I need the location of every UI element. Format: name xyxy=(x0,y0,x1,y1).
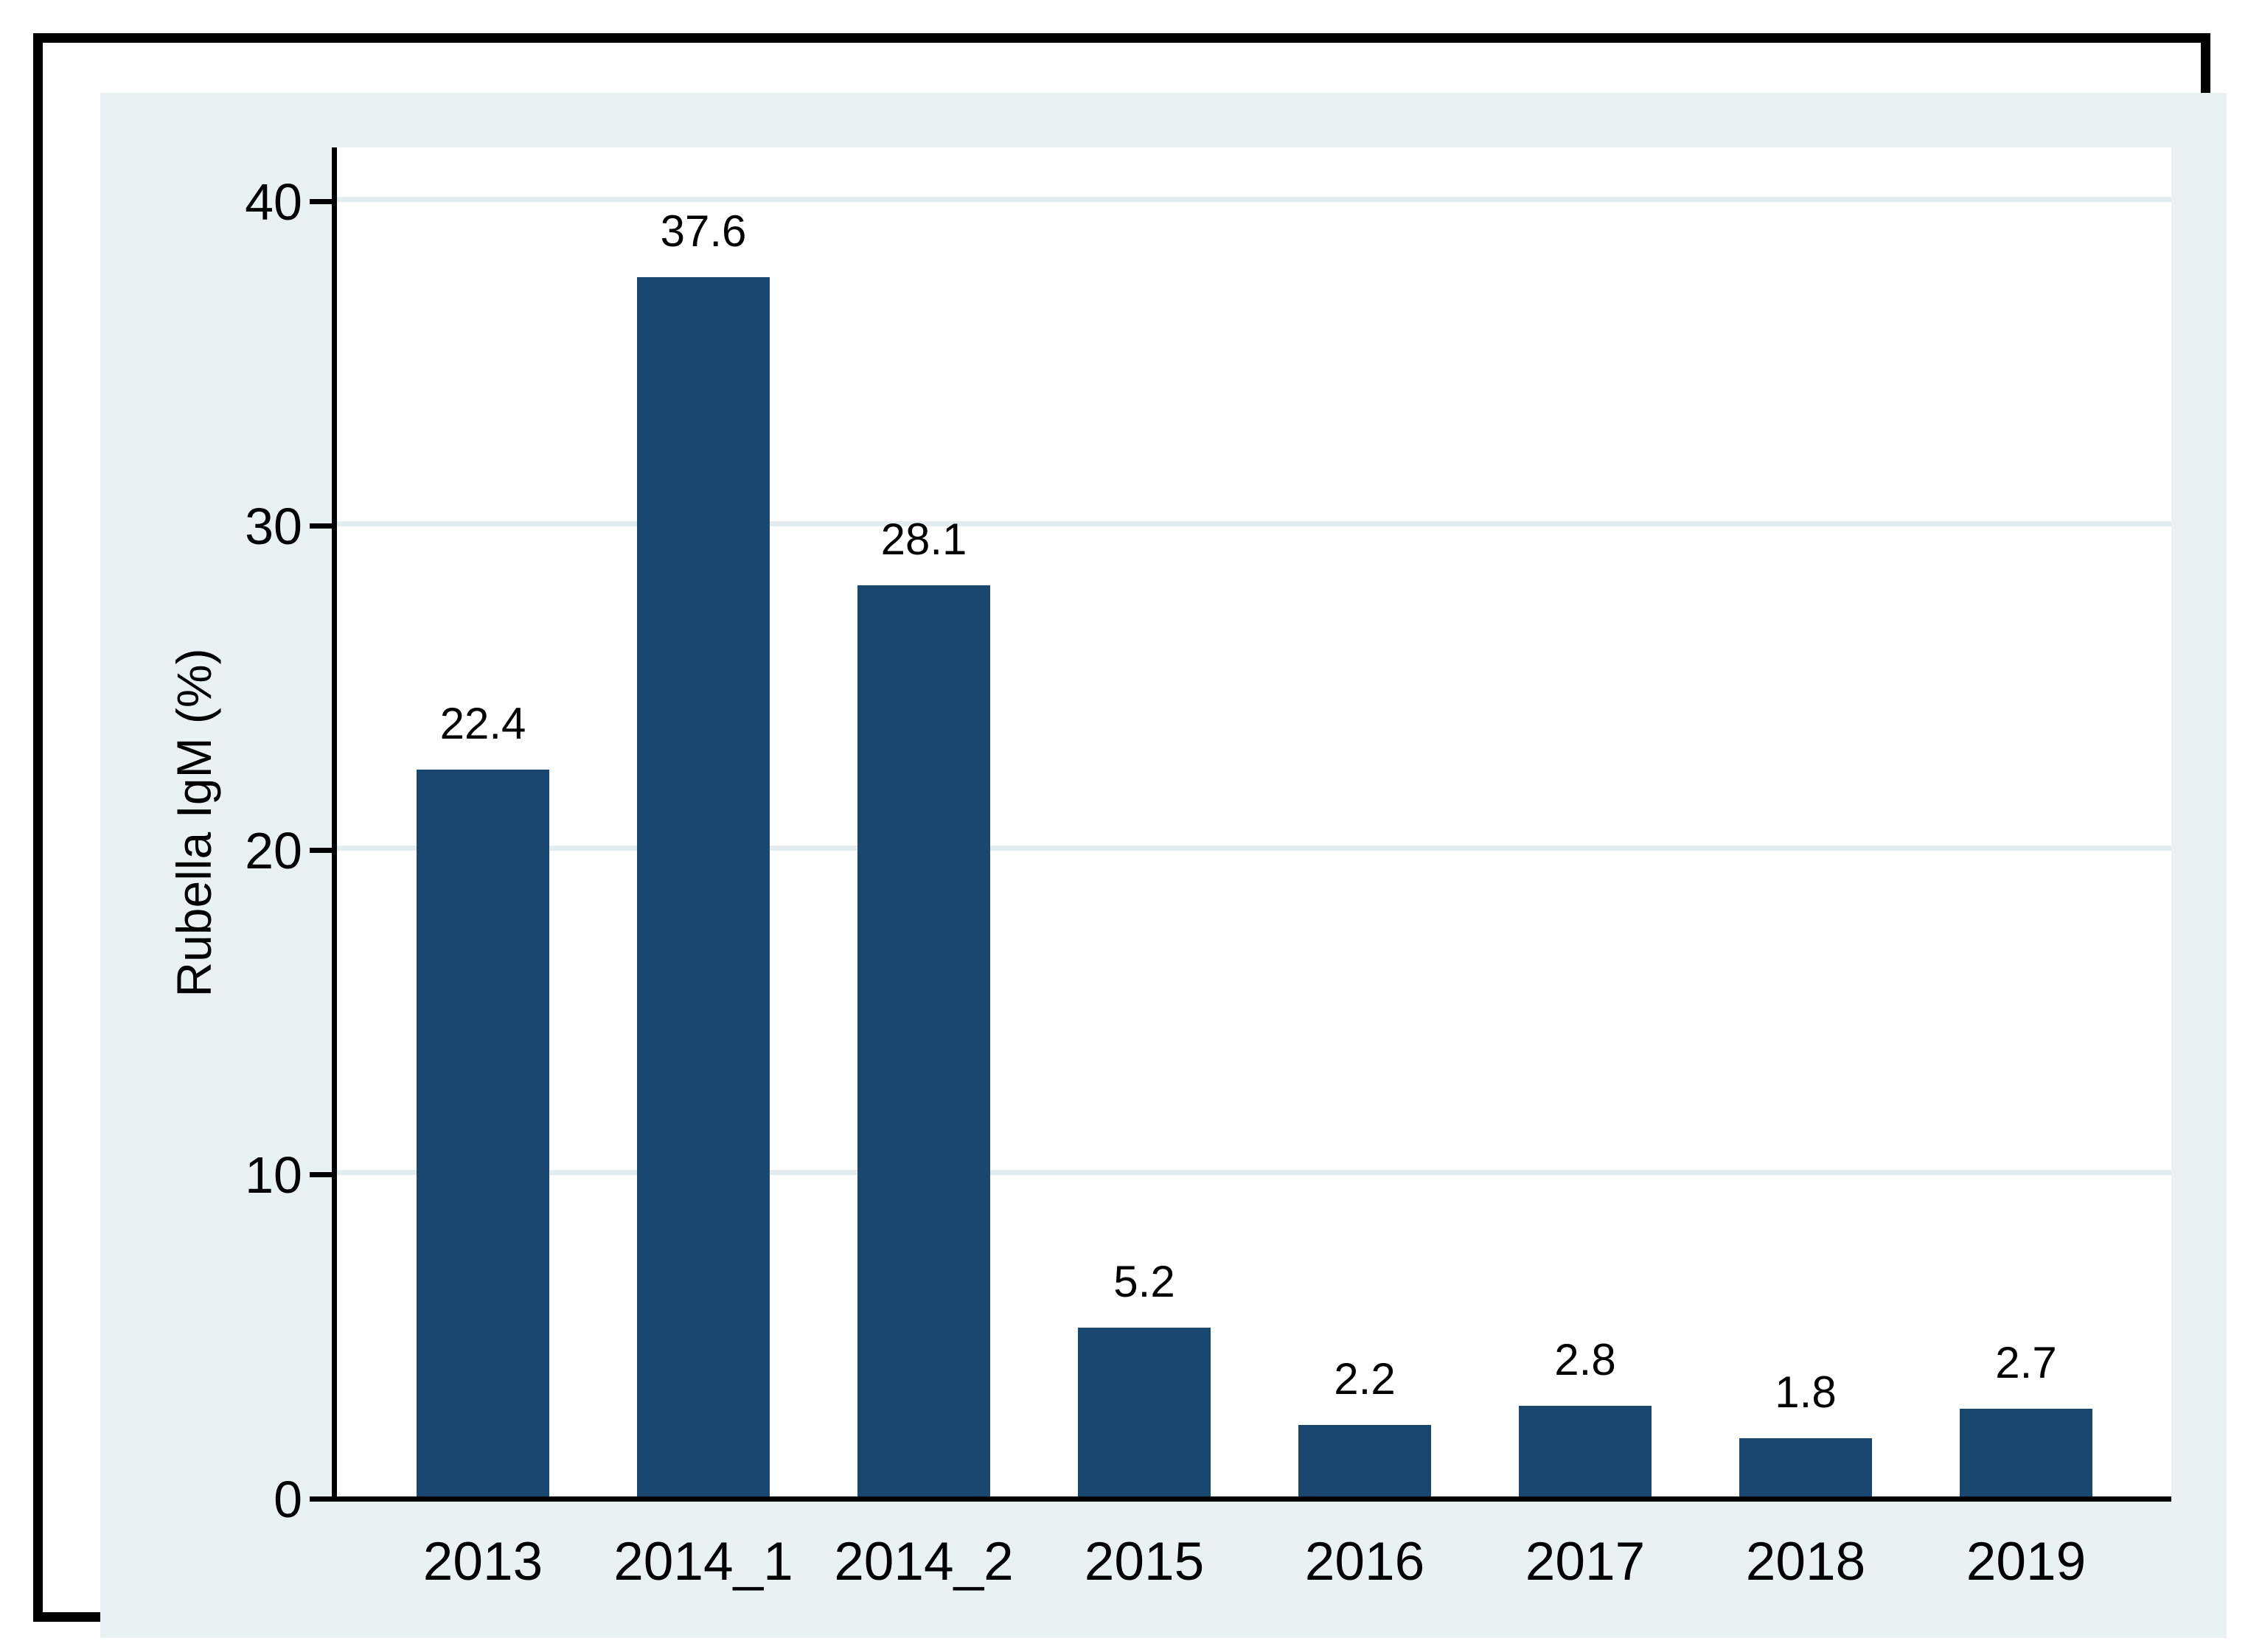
bar xyxy=(637,277,770,1496)
bar xyxy=(857,585,990,1496)
bar xyxy=(1519,1406,1652,1496)
y-axis-line xyxy=(332,147,337,1502)
y-tick-label: 0 xyxy=(274,1470,302,1528)
x-tick-label: 2019 xyxy=(1966,1532,2087,1592)
bar-value-label: 28.1 xyxy=(880,515,967,564)
x-tick-label: 2015 xyxy=(1084,1532,1205,1592)
bar-value-label: 22.4 xyxy=(439,699,526,748)
bar xyxy=(1739,1438,1872,1496)
y-tick-mark xyxy=(310,1172,332,1177)
y-tick-mark xyxy=(310,1496,332,1502)
gridline xyxy=(337,846,2171,851)
x-tick-label: 2014_1 xyxy=(613,1532,793,1592)
y-tick-mark xyxy=(310,199,332,204)
bar-value-label: 5.2 xyxy=(1113,1257,1175,1306)
y-tick-label: 10 xyxy=(245,1146,302,1204)
bar xyxy=(1078,1328,1211,1496)
bar-value-label: 2.8 xyxy=(1554,1335,1616,1384)
gridline xyxy=(337,1170,2171,1175)
y-tick-label: 30 xyxy=(245,497,302,555)
x-tick-label: 2016 xyxy=(1304,1532,1425,1592)
gridline xyxy=(337,521,2171,526)
bar-value-label: 2.7 xyxy=(1995,1338,2057,1387)
bar-value-label: 2.2 xyxy=(1334,1354,1396,1404)
bar xyxy=(1960,1409,2092,1496)
x-axis-line xyxy=(332,1496,2171,1502)
chart-border-frame: Rubella IgM (%) 22.4 37.6 28.1 5.2 2.2 2.8 1.8… xyxy=(33,33,2227,1638)
x-tick-label: 2018 xyxy=(1745,1532,1866,1592)
x-tick-label: 2014_2 xyxy=(834,1532,1014,1592)
bar xyxy=(417,770,549,1496)
y-tick-mark xyxy=(310,848,332,853)
chart-canvas: Rubella IgM (%) 22.4 37.6 28.1 5.2 2.2 2.8 1.8… xyxy=(100,93,2227,1638)
gridline xyxy=(337,197,2171,202)
y-tick-label: 20 xyxy=(245,821,302,879)
y-tick-label: 40 xyxy=(245,172,302,231)
plot-area: 22.4 37.6 28.1 5.2 2.2 2.8 1.8 2.7 xyxy=(337,147,2171,1496)
y-tick-mark xyxy=(310,523,332,529)
bar-value-label: 37.6 xyxy=(660,206,747,256)
x-tick-label: 2013 xyxy=(422,1532,543,1592)
bar-value-label: 1.8 xyxy=(1775,1367,1837,1417)
bar xyxy=(1298,1425,1431,1496)
x-tick-label: 2017 xyxy=(1525,1532,1646,1592)
